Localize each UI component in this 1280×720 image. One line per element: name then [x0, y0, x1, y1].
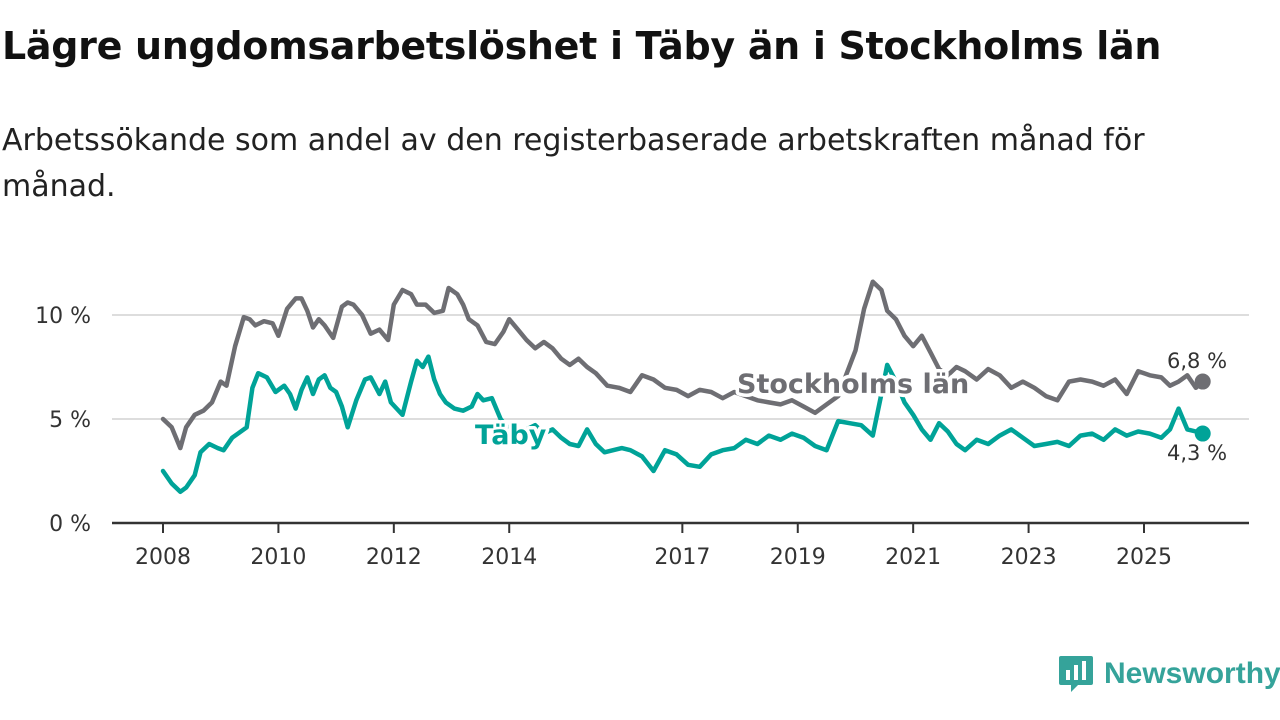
y-tick-label: 5 %: [49, 408, 91, 433]
x-tick-label: 2025: [1116, 545, 1172, 570]
x-tick-label: 2008: [135, 545, 191, 570]
x-tick-label: 2023: [1001, 545, 1057, 570]
end-point-taby: [1194, 425, 1211, 442]
brand-name: Newsworthy: [1104, 657, 1280, 690]
series-label-stockholms-lan: Stockholms län: [737, 369, 969, 400]
grid-layer: [112, 314, 1249, 420]
y-tick-label: 0 %: [49, 512, 91, 537]
chart-subtitle: Arbetssökande som andel av den registerb…: [2, 123, 1145, 204]
labels-layer: Stockholms län Täby 6,8 % 4,3 %: [472, 349, 1228, 465]
series-line-taby: [160, 354, 1204, 495]
x-tick-label: 2019: [770, 545, 826, 570]
x-tick-label: 2014: [481, 545, 537, 570]
x-tick-label: 2012: [366, 545, 422, 570]
x-axis-ticks: 2008 2010 2012 2014 2017 2019 2021 2023 2025: [135, 523, 1172, 570]
end-value-label-stockholms-lan: 6,8 %: [1167, 349, 1227, 373]
series-label-taby: Täby: [475, 420, 547, 451]
y-axis-ticks: 0 % 5 % 10 %: [35, 304, 91, 537]
newsworthy-logo-icon: [1059, 656, 1093, 692]
newsworthy-brand[interactable]: Newsworthy: [1058, 654, 1280, 694]
x-tick-label: 2021: [885, 545, 941, 570]
x-tick-label: 2017: [654, 545, 710, 570]
end-point-stockholms-lan: [1194, 373, 1211, 390]
chart-title: Lägre ungdomsarbetslöshet i Täby än i St…: [2, 24, 1162, 68]
y-tick-label: 10 %: [35, 304, 91, 329]
series-layer: [160, 279, 1211, 495]
x-tick-label: 2010: [250, 545, 306, 570]
series-line-stockholms-lan: [160, 279, 1204, 451]
end-value-label-taby: 4,3 %: [1167, 441, 1227, 465]
